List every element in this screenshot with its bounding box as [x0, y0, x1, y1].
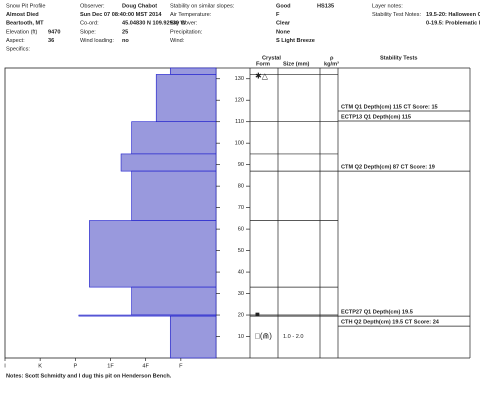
header-field: 19.5-20: Halloween Crust — [426, 12, 480, 18]
header-field: None — [276, 29, 290, 35]
hardness-bar — [120, 153, 217, 172]
hardness-bar — [155, 74, 217, 123]
y-tick-label: 90 — [238, 162, 244, 168]
header-field: Clear — [276, 21, 291, 27]
crystal-form: ✱△ — [255, 72, 269, 81]
stability-test: CTH Q2 Depth(cm) 19.5 CT Score: 24 — [341, 320, 440, 326]
header-field: 25 — [122, 29, 128, 35]
column-header: Stability Tests — [380, 55, 418, 61]
hardness-bar — [131, 286, 217, 316]
stability-test: ECTP13 Q1 Depth(cm) 115 — [341, 114, 411, 120]
column-header: ρ — [330, 55, 334, 61]
header-field: Elevation (ft) — [6, 29, 38, 35]
column-header: Size (mm) — [283, 61, 310, 67]
header-field: 45.04830 N 109.92930 W — [122, 21, 186, 27]
header-field: Precipitation: — [170, 29, 203, 35]
header-field: Co-ord: — [80, 21, 99, 27]
hardness-bar — [131, 170, 217, 221]
header-field: 9470 — [48, 29, 60, 35]
x-tick-label: 1F — [107, 363, 114, 369]
header-field: Doug Chabot — [122, 3, 157, 9]
stability-test: CTM Q2 Depth(cm) 87 CT Score: 19 — [341, 165, 435, 171]
header-field: no — [122, 38, 129, 44]
header-field: Slope: — [80, 29, 96, 35]
header-field: Specifics: — [6, 46, 30, 52]
header-field: S Light Breeze — [276, 38, 315, 44]
header-field: Layer notes: — [372, 3, 403, 9]
crystal-form: ■ — [255, 310, 260, 319]
column-header: kg/m³ — [324, 60, 339, 67]
hs: HS135 — [317, 3, 334, 9]
header-field: Air Temperature: — [170, 12, 212, 18]
x-tick-label: F — [179, 363, 183, 369]
header-field: Good — [276, 3, 291, 9]
x-tick-label: I — [4, 363, 6, 369]
x-tick-label: P — [73, 363, 77, 369]
header-field: Almost Died — [6, 12, 39, 18]
y-tick-label: 50 — [238, 248, 244, 254]
header-field: Wind loading: — [80, 38, 114, 44]
y-tick-label: 120 — [235, 98, 244, 104]
hardness-bar — [169, 315, 217, 359]
y-tick-label: 70 — [238, 205, 244, 211]
hardness-bar — [78, 314, 217, 317]
stability-test: ECTP27 Q1 Depth(cm) 19.5 — [341, 310, 413, 316]
crystal-size: 1.0 - 2.0 — [283, 334, 304, 340]
header-field: Sun Dec 07 08:40:00 MST 2014 — [80, 12, 162, 18]
y-tick-label: 100 — [235, 141, 244, 147]
y-tick-label: 10 — [238, 334, 244, 340]
x-tick-label: 4F — [142, 363, 149, 369]
crystal-form: □(⋒) — [255, 332, 272, 341]
header-field: Stability Test Notes: — [372, 12, 421, 18]
y-tick-label: 20 — [238, 313, 244, 319]
x-tick-label: K — [38, 363, 42, 369]
y-tick-label: 130 — [235, 76, 244, 82]
y-tick-label: 80 — [238, 184, 244, 190]
header-field: Observer: — [80, 3, 105, 9]
header-field: 0-19.5: Problematic Layer — [426, 21, 480, 27]
hardness-bar — [131, 121, 217, 155]
y-tick-label: 60 — [238, 227, 244, 233]
hardness-bar — [89, 220, 217, 288]
column-header: Crystal — [262, 55, 281, 61]
y-tick-label: 40 — [238, 270, 244, 276]
header-field: Snow Pit Profile — [6, 3, 45, 9]
header-field: Stability on similar slopes: — [170, 3, 235, 9]
y-tick-label: 30 — [238, 291, 244, 297]
header-field: Aspect: — [6, 38, 25, 44]
header-field: Sky Cover: — [170, 21, 198, 27]
stability-test: CTM Q1 Depth(cm) 115 CT Score: 15 — [341, 104, 438, 110]
header-field: 36 — [48, 38, 54, 44]
hardness-bar — [169, 67, 217, 75]
header-field: Wind: — [170, 38, 185, 44]
notes: Notes: Scott Schmidty and I dug this pit… — [6, 373, 172, 379]
y-tick-label: 110 — [235, 119, 244, 125]
header-field: Beartooth, MT — [6, 21, 44, 27]
header-field: F — [276, 12, 280, 18]
column-header: Form — [256, 61, 270, 67]
